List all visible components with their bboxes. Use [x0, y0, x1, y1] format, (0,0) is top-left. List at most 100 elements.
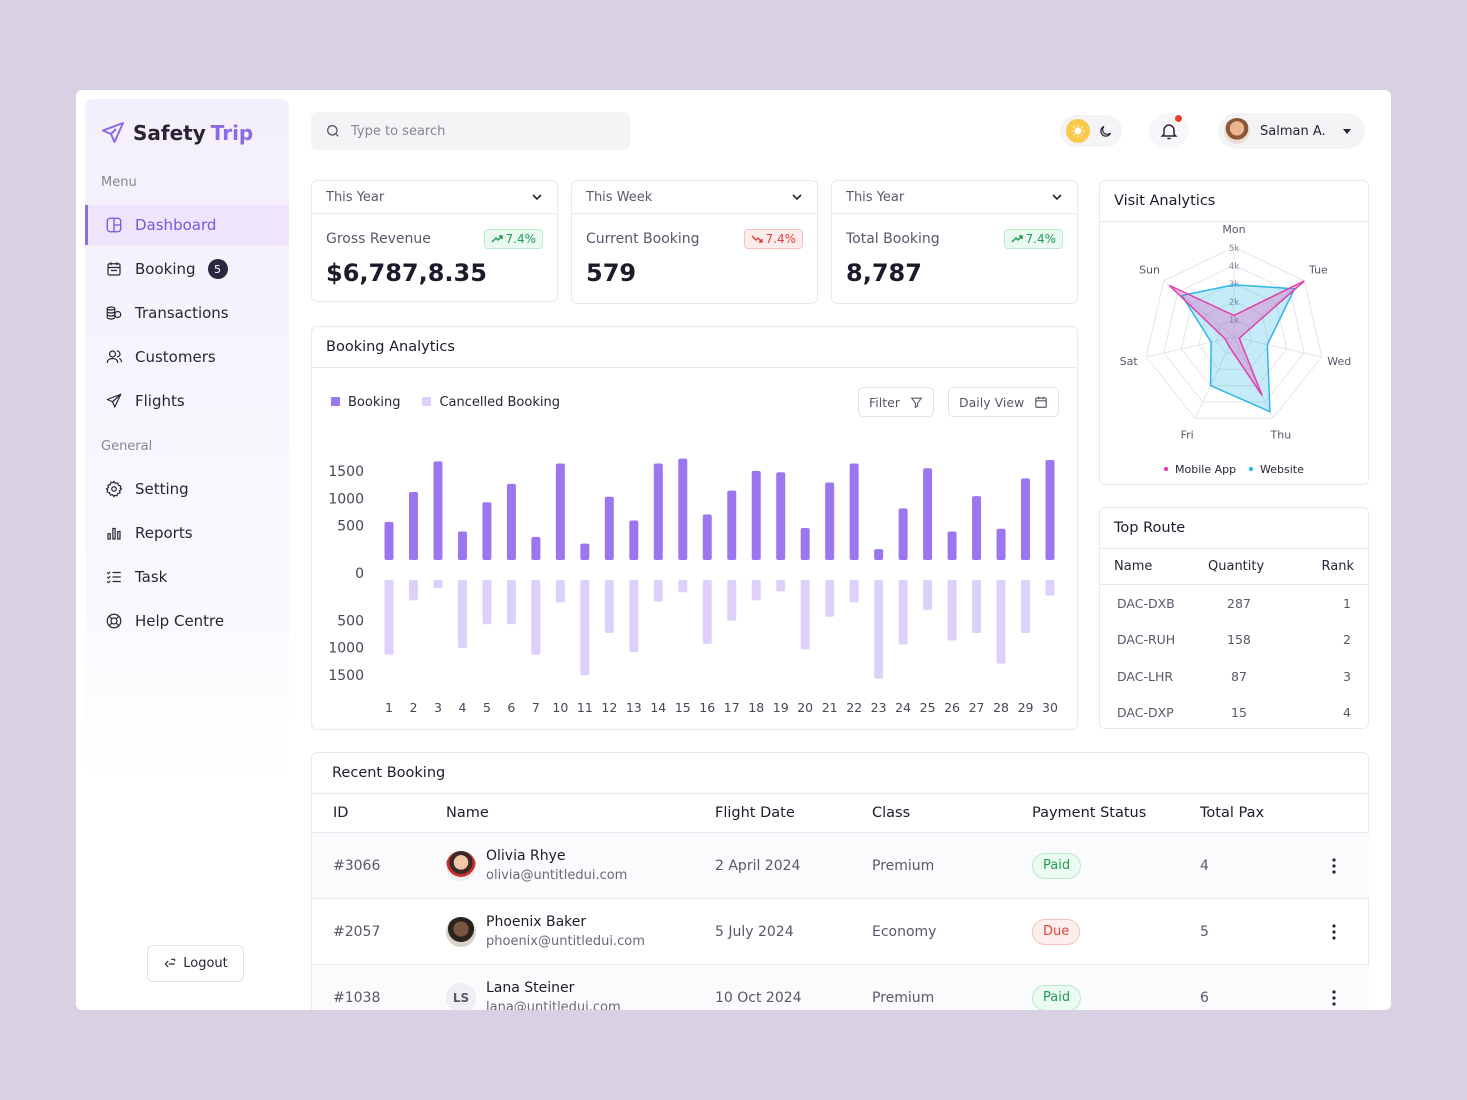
- cancelled-bar: [384, 580, 394, 655]
- theme-toggle[interactable]: [1060, 115, 1122, 147]
- booking-bar: [531, 536, 541, 560]
- row-more-button[interactable]: [1332, 965, 1336, 1010]
- row-more-button[interactable]: [1332, 899, 1336, 964]
- legend-booking: Booking: [331, 395, 400, 410]
- logout-icon: [164, 958, 176, 967]
- cancelled-bar: [751, 580, 761, 601]
- booking-bar: [825, 482, 835, 560]
- filter-label: Filter: [869, 394, 900, 410]
- sidebar-item-flights[interactable]: Flights: [85, 381, 289, 421]
- chevron-down-icon: [532, 194, 542, 201]
- cancelled-bar: [629, 580, 639, 653]
- sidebar-item-booking[interactable]: Booking 5: [85, 249, 289, 289]
- cancelled-bar: [1045, 580, 1055, 596]
- table-row[interactable]: #2057 Phoenix Baker phoenix@untitledui.c…: [312, 899, 1369, 965]
- period-select[interactable]: This Week: [572, 181, 817, 214]
- sidebar-item-label: Customers: [135, 348, 216, 366]
- cancelled-bar: [996, 580, 1006, 664]
- sun-icon[interactable]: [1066, 119, 1090, 143]
- gear-icon: [105, 480, 123, 498]
- booking-bar: [580, 543, 590, 560]
- booking-id: #1038: [333, 989, 381, 1006]
- stat-value: 579: [586, 259, 637, 287]
- user-name: Salman A.: [1260, 123, 1326, 139]
- booking-id: #3066: [333, 857, 381, 874]
- table-row[interactable]: DAC-RUH 158 2: [1100, 621, 1368, 657]
- radar-axis-label: Sun: [1139, 264, 1160, 277]
- sidebar-item-label: Help Centre: [135, 612, 225, 630]
- col-id: ID: [333, 805, 349, 821]
- moon-icon[interactable]: [1098, 124, 1113, 139]
- notifications-button[interactable]: [1149, 113, 1189, 149]
- chart-legend: Booking Cancelled Booking: [331, 395, 560, 410]
- cancelled-bar: [947, 580, 957, 641]
- table-row[interactable]: #1038 LS Lana Steiner lana@untitledui.co…: [312, 965, 1369, 1010]
- booking-bar: [433, 461, 443, 560]
- user-menu[interactable]: Salman A.: [1218, 113, 1365, 149]
- y-tick-label: 500: [337, 519, 364, 535]
- x-tick-label: 19: [773, 700, 789, 715]
- table-row[interactable]: #3066 Olivia Rhye olivia@untitledui.com …: [312, 833, 1369, 899]
- cancelled-bar: [506, 580, 516, 625]
- cancelled-bar: [604, 580, 614, 634]
- view-label: Daily View: [959, 394, 1025, 410]
- sidebar-item-label: Task: [135, 568, 168, 586]
- col-flight-date: Flight Date: [715, 805, 795, 821]
- trend-up-icon: [1010, 235, 1023, 243]
- x-tick-label: 2: [410, 700, 418, 715]
- sidebar-item-help-centre[interactable]: Help Centre: [85, 601, 289, 641]
- radar-ring-label: 5k: [1229, 244, 1239, 254]
- route-quantity: 87: [1231, 668, 1247, 684]
- table-row[interactable]: DAC-DXP 15 4: [1100, 694, 1368, 730]
- sidebar-item-label: Booking: [135, 260, 196, 278]
- daily-view-select[interactable]: Daily View: [948, 387, 1060, 417]
- col-payment-status: Payment Status: [1032, 805, 1147, 821]
- table-row[interactable]: DAC-LHR 87 3: [1100, 658, 1368, 694]
- period-label: This Year: [326, 189, 385, 205]
- radar-axis-line: [1233, 336, 1322, 358]
- search-input[interactable]: [351, 123, 591, 139]
- sidebar-item-reports[interactable]: Reports: [85, 513, 289, 553]
- logout-button[interactable]: Logout: [147, 945, 244, 982]
- route-quantity: 287: [1227, 595, 1251, 611]
- x-tick-label: 17: [724, 700, 740, 715]
- sidebar-item-label: Flights: [135, 392, 185, 410]
- brand-name-accent: Trip: [210, 121, 254, 145]
- x-tick-label: 27: [969, 700, 985, 715]
- cancelled-bar: [653, 580, 663, 602]
- menu-section-label: Menu: [101, 175, 137, 190]
- x-tick-label: 25: [920, 700, 936, 715]
- cancelled-bar: [1021, 580, 1031, 634]
- sidebar-item-dashboard[interactable]: Dashboard: [85, 205, 289, 245]
- x-tick-label: 20: [797, 700, 813, 715]
- booking-bar: [727, 490, 737, 560]
- cancelled-bar: [800, 580, 810, 650]
- x-tick-label: 28: [993, 700, 1009, 715]
- table-row[interactable]: DAC-DXB 287 1: [1100, 585, 1368, 621]
- sidebar-item-customers[interactable]: Customers: [85, 337, 289, 377]
- avatar: [446, 850, 476, 881]
- period-select[interactable]: This Year: [312, 181, 557, 214]
- panel-title: Top Route: [1100, 508, 1368, 549]
- sidebar-item-task[interactable]: Task: [85, 557, 289, 597]
- period-select[interactable]: This Year: [832, 181, 1077, 214]
- booking-bar: [923, 468, 933, 560]
- radar-series-mobile-app: [1168, 280, 1305, 396]
- trend-value: 7.4%: [505, 232, 537, 246]
- booking-bar: [996, 528, 1006, 560]
- customer-email: olivia@untitledui.com: [486, 868, 628, 883]
- status-badge: Paid: [1032, 852, 1082, 879]
- radar-series-website: [1180, 284, 1296, 413]
- radar-axis-label: Sat: [1120, 355, 1139, 368]
- cancelled-bar: [874, 580, 884, 679]
- filter-button[interactable]: Filter: [858, 387, 934, 417]
- task-list-icon: [106, 571, 121, 584]
- customer-name: Phoenix Baker: [486, 914, 587, 930]
- calendar-icon: [107, 262, 121, 276]
- row-more-button[interactable]: [1332, 833, 1336, 898]
- sidebar-item-transactions[interactable]: Transactions: [85, 293, 289, 333]
- cancelled-bar: [580, 580, 590, 676]
- brand-logo[interactable]: Safety Trip: [101, 121, 253, 145]
- sidebar-item-setting[interactable]: Setting: [85, 469, 289, 509]
- more-vertical-icon: [1332, 923, 1336, 940]
